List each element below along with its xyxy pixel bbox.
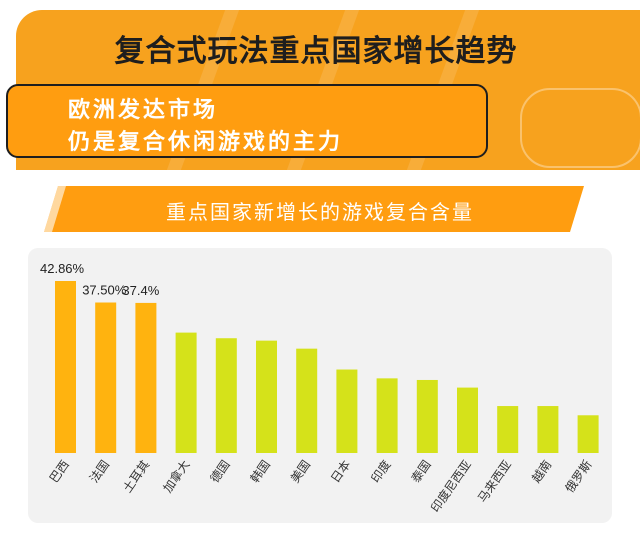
bar-印度 xyxy=(376,378,398,453)
category-tick-label: 美国 xyxy=(288,458,313,486)
category-tick-label: 日本 xyxy=(328,458,353,486)
category-tick-label: 马来西亚 xyxy=(475,458,514,505)
data-label: 37.50% xyxy=(82,283,127,298)
bar-德国 xyxy=(215,338,237,453)
category-tick-label: 韩国 xyxy=(247,457,273,485)
subtitle-box: 欧洲发达市场 仍是复合休闲游戏的主力 xyxy=(6,84,488,158)
category-tick-label: 法国 xyxy=(87,458,112,486)
subtitle-line-2: 仍是复合休闲游戏的主力 xyxy=(68,130,344,155)
category-tick-label: 加拿大 xyxy=(160,457,193,495)
chart-panel xyxy=(28,248,612,523)
bar-美国 xyxy=(296,348,318,453)
bar-印度尼西亚 xyxy=(457,387,478,453)
bar-越南 xyxy=(537,406,559,453)
bar-韩国 xyxy=(256,340,277,453)
bar-土耳其 xyxy=(135,302,157,453)
game-controller-icon xyxy=(520,88,640,168)
bar-泰国 xyxy=(416,379,438,453)
chart-title: 重点国家新增长的游戏复合含量 xyxy=(166,200,474,224)
category-tick-label: 巴西 xyxy=(47,458,72,486)
section-title-bar xyxy=(44,186,584,232)
category-tick-label: 德国 xyxy=(207,457,233,485)
data-label: 37.4% xyxy=(122,283,159,298)
subtitle-line-1: 欧洲发达市场 xyxy=(68,98,219,123)
data-label: 42.86% xyxy=(40,261,85,276)
category-tick-label: 泰国 xyxy=(409,458,434,486)
bar-日本 xyxy=(336,369,358,453)
bar-法国 xyxy=(95,302,117,453)
bar-俄罗斯 xyxy=(577,415,599,453)
category-tick-label: 越南 xyxy=(528,457,554,485)
bar-马来西亚 xyxy=(497,406,519,453)
page-title: 复合式玩法重点国家增长趋势 xyxy=(114,34,518,69)
category-tick-label: 俄罗斯 xyxy=(562,458,594,496)
bar-巴西 xyxy=(55,281,76,453)
bar-加拿大 xyxy=(175,332,197,453)
category-tick-label: 印度 xyxy=(367,457,393,485)
category-tick-label: 印度尼西亚 xyxy=(427,457,474,515)
category-tick-label: 土耳其 xyxy=(120,458,152,496)
